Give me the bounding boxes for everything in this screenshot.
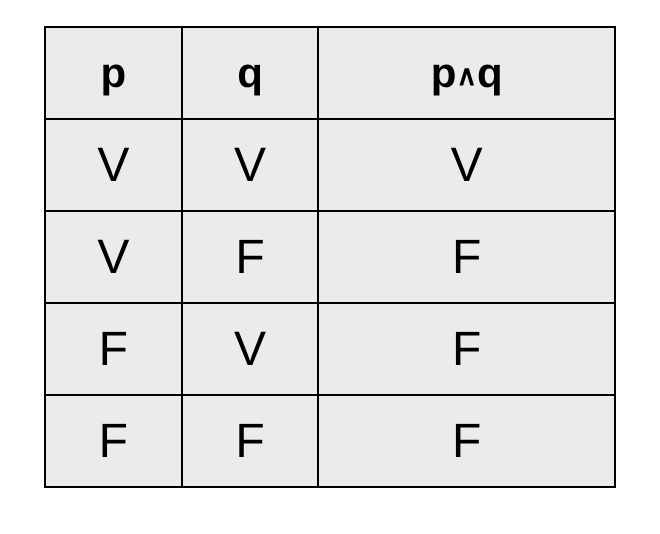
cell: V [45,211,182,303]
cell: F [182,211,319,303]
header-q: q [182,27,319,119]
cell: F [318,395,615,487]
cell: V [182,303,319,395]
header-p-and-q: p∧q [318,27,615,119]
table-row: V V V [45,119,615,211]
cell: V [182,119,319,211]
cell: V [318,119,615,211]
cell: F [318,303,615,395]
table-row: F V F [45,303,615,395]
cell: F [318,211,615,303]
table-row: F F F [45,395,615,487]
cell: F [45,395,182,487]
cell: V [45,119,182,211]
header-row: p q p∧q [45,27,615,119]
table-wrapper: p q p∧q V V V V F F F V F F F [0,0,660,514]
header-p: p [45,27,182,119]
header-p-part: p [431,49,457,96]
cell: F [182,395,319,487]
truth-table: p q p∧q V V V V F F F V F F F [44,26,616,488]
header-q-part: q [477,49,503,96]
table-row: V F F [45,211,615,303]
and-symbol: ∧ [456,60,477,91]
cell: F [45,303,182,395]
